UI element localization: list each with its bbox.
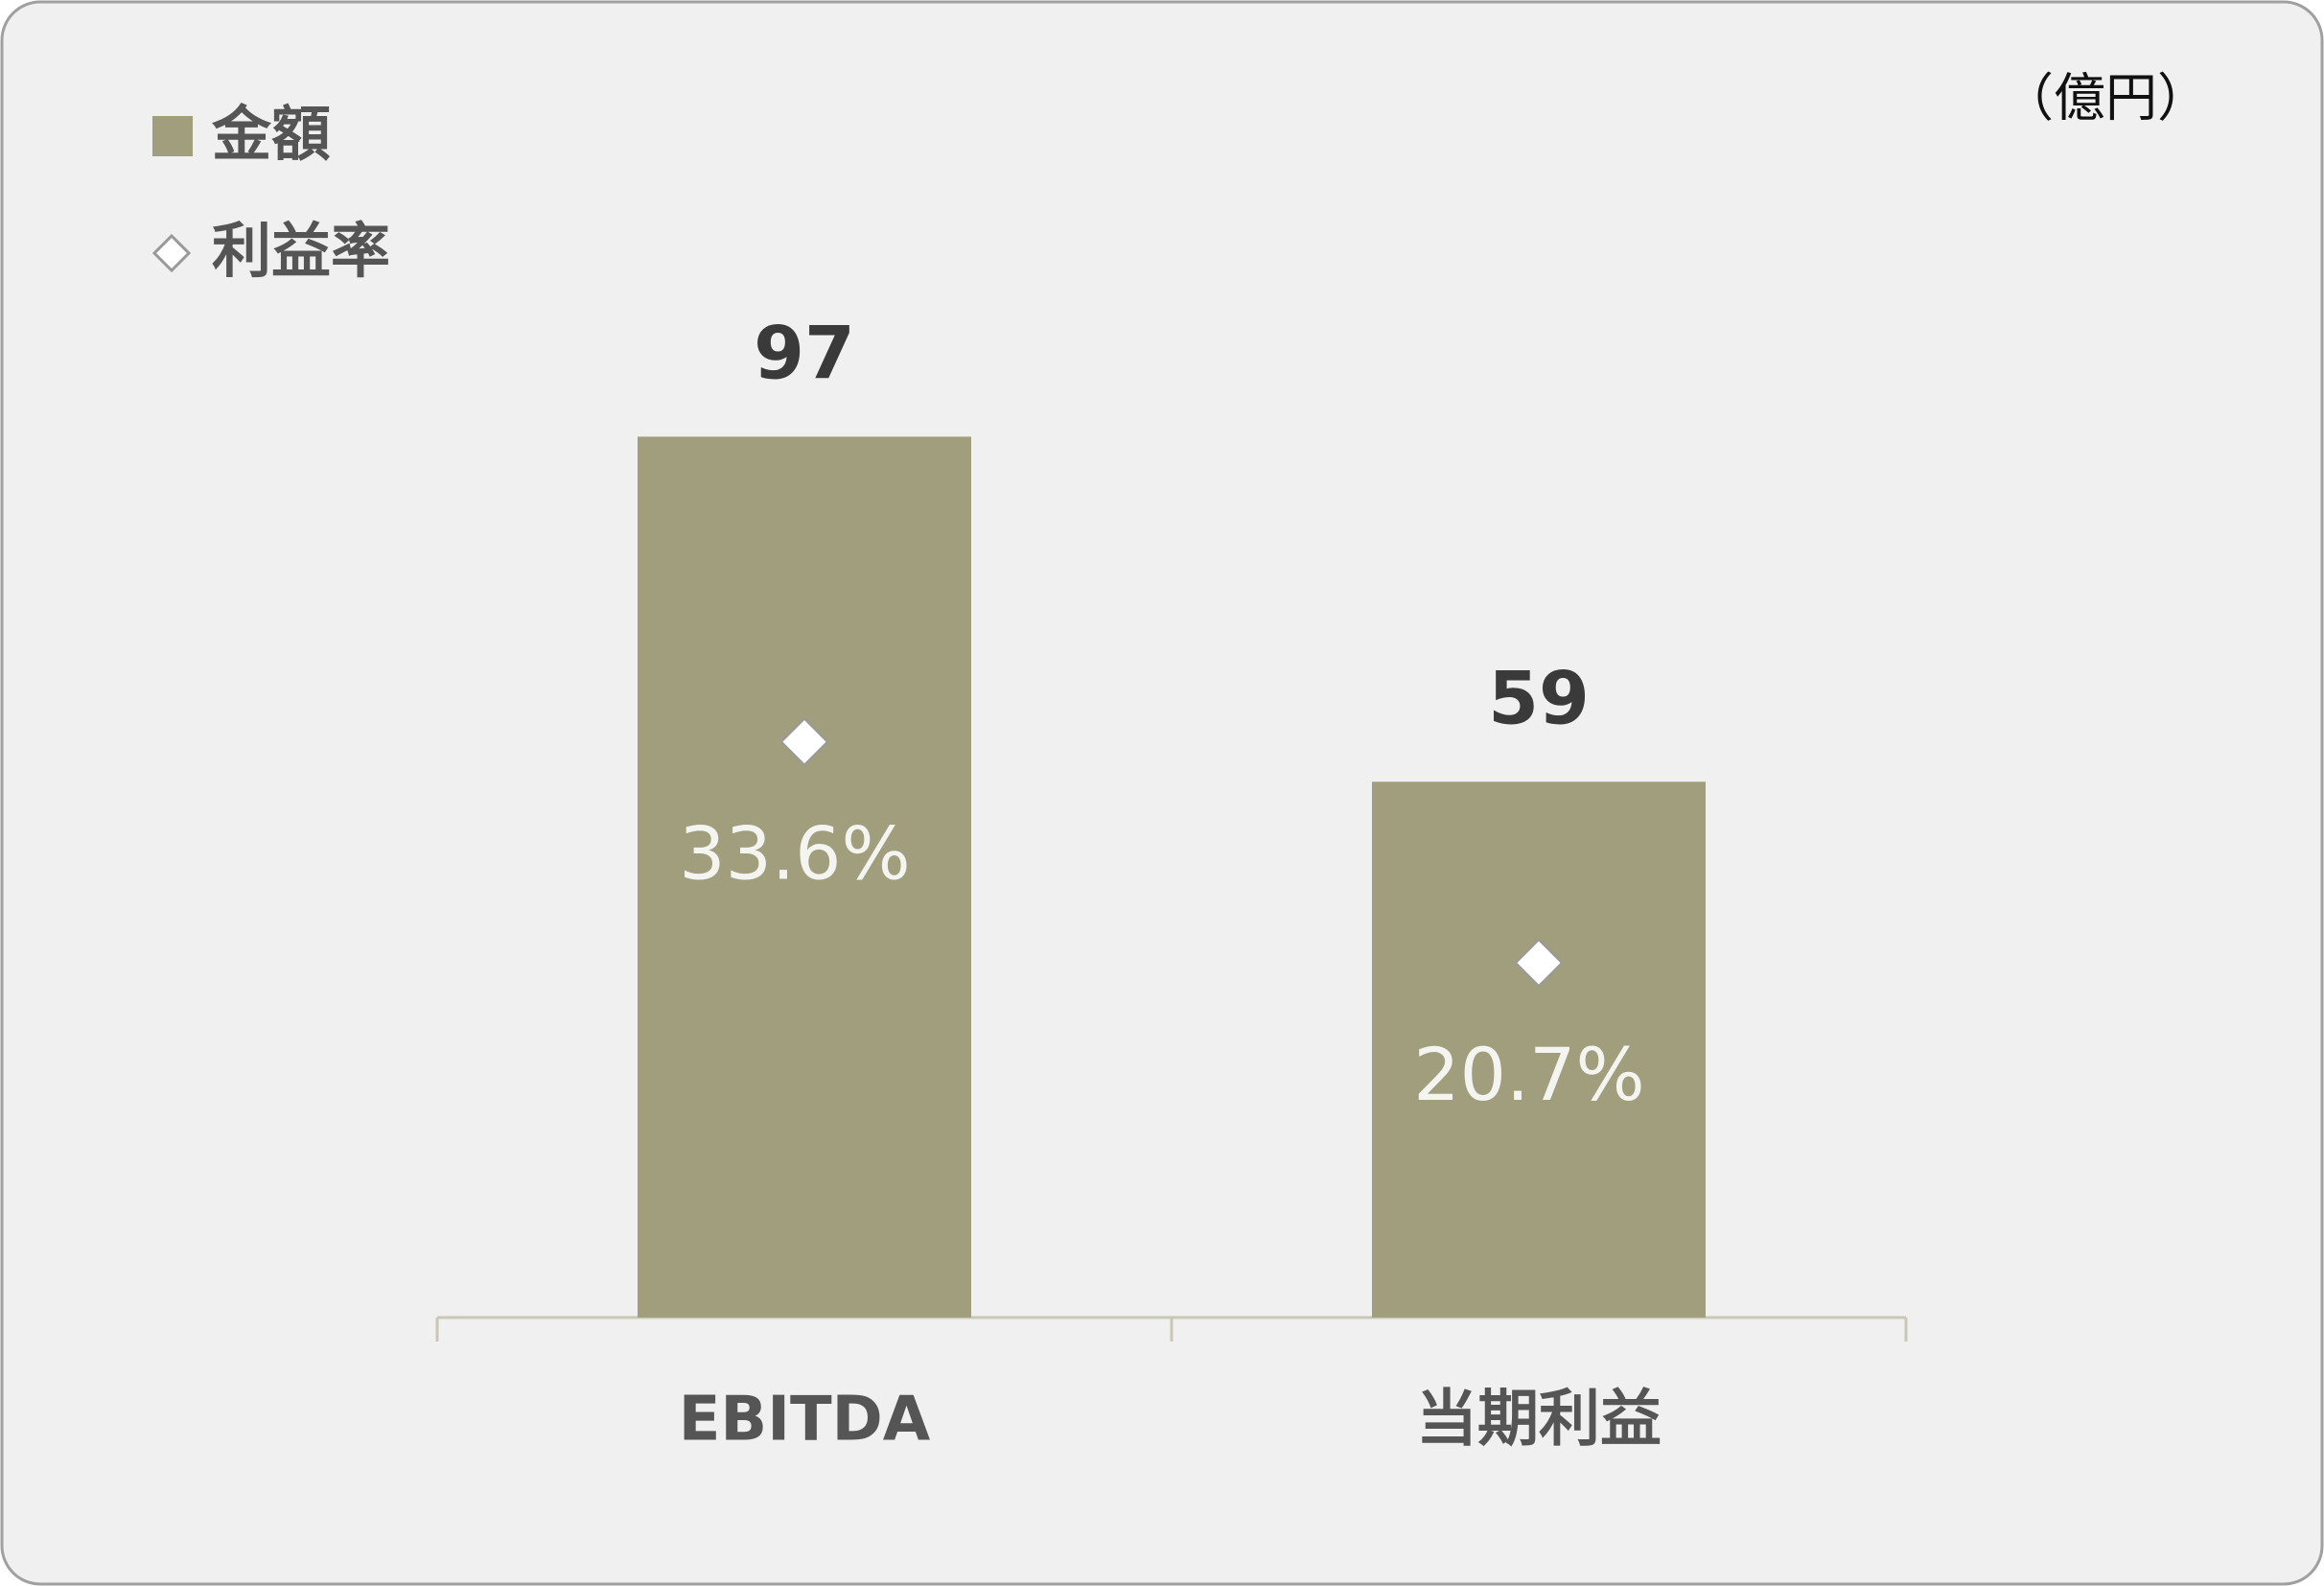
rate-marker xyxy=(1514,938,1564,988)
bar xyxy=(1372,781,1706,1318)
value-label: 59 xyxy=(1488,655,1590,740)
value-label: 97 xyxy=(754,310,855,395)
x-tick-label: EBITDA xyxy=(679,1385,931,1456)
x-tick-label: 当期利益 xyxy=(1416,1385,1662,1456)
rate-marker xyxy=(779,717,829,767)
rate-label: 33.6% xyxy=(679,811,910,897)
bar xyxy=(638,436,971,1318)
legend-label: 金額 xyxy=(211,99,331,169)
rate-label: 20.7% xyxy=(1413,1032,1644,1117)
legend-label: 利益率 xyxy=(212,216,390,286)
legend-marker xyxy=(152,116,193,156)
unit-label: （億円） xyxy=(2002,68,2209,128)
legend-marker xyxy=(151,233,192,273)
